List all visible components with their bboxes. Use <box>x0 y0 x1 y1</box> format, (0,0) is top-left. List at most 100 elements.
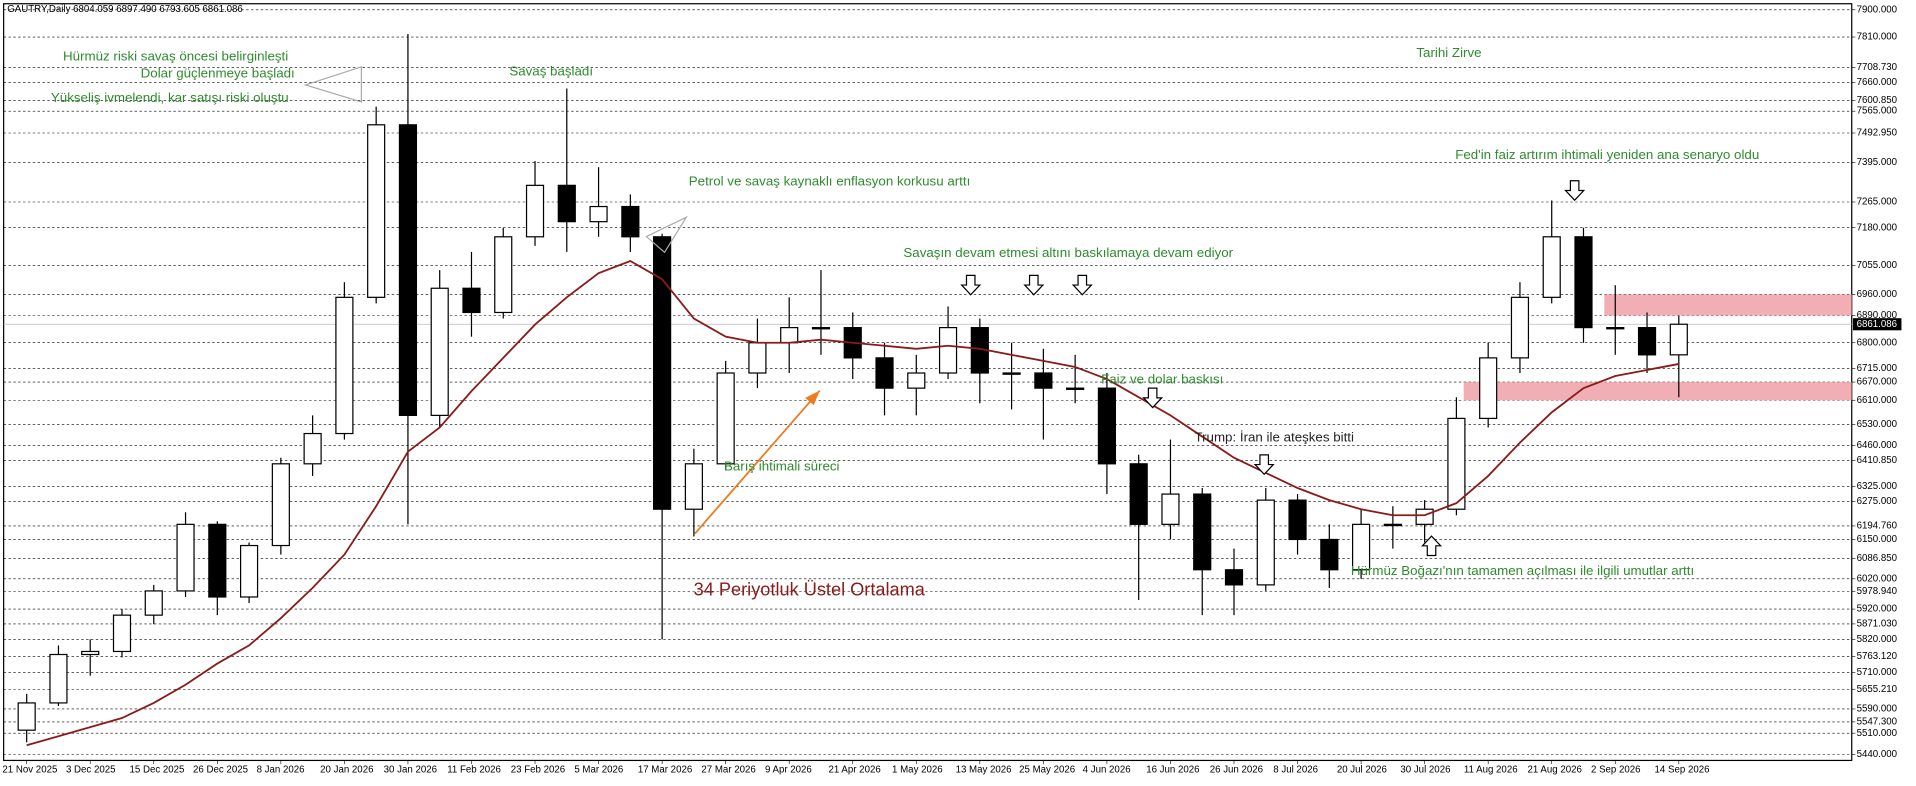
y-tick-label: 5440.000 <box>1857 749 1898 760</box>
candle-body <box>1256 499 1275 586</box>
current-price-label: 6861.086 <box>1857 319 1897 330</box>
candle-body <box>1224 569 1244 586</box>
candle-body <box>780 326 799 344</box>
y-tick-label: 6086.850 <box>1857 553 1898 564</box>
candle-body <box>1542 236 1561 298</box>
candle-body <box>938 326 958 374</box>
y-tick-label: 5920.000 <box>1857 604 1898 615</box>
candle-body <box>1288 499 1307 541</box>
candle-body <box>557 184 576 223</box>
y-tick-label: 7055.000 <box>1857 260 1898 271</box>
x-tick-label: 17 Mar 2026 <box>638 765 692 776</box>
x-tick-label: 3 Dec 2025 <box>66 765 116 776</box>
candle-body <box>716 372 735 465</box>
candle-body <box>1669 323 1688 356</box>
x-tick-label: 11 Feb 2026 <box>447 765 501 776</box>
y-tick-label: 6460.000 <box>1857 440 1898 451</box>
y-tick-label: 7265.000 <box>1857 197 1898 208</box>
down-arrow <box>960 274 982 296</box>
candle-body <box>1637 326 1657 356</box>
candle-layer <box>17 34 1688 747</box>
x-tick-label: 5 Mar 2026 <box>574 765 623 776</box>
candle-body <box>525 184 545 238</box>
candle-body <box>1002 372 1021 375</box>
y-tick-label: 6960.000 <box>1857 289 1898 300</box>
y-tick-label: 5710.000 <box>1857 667 1898 678</box>
trend-arrow <box>694 389 821 535</box>
candle-body <box>1193 493 1212 571</box>
y-tick-label: 6020.000 <box>1857 573 1898 584</box>
annotation: Fed'in faiz artırım ihtimali yeniden ana… <box>1455 147 1759 162</box>
down-arrow <box>1071 274 1093 296</box>
x-tick-label: 8 Jan 2026 <box>257 765 305 776</box>
candle-body <box>1574 236 1593 329</box>
y-tick-label: 6800.000 <box>1857 337 1898 348</box>
candle-body <box>1383 523 1402 527</box>
y-tick-label: 7660.000 <box>1857 77 1898 88</box>
annotation: Savaşın devam etmesi altını baskılamaya … <box>903 245 1233 260</box>
y-tick-label: 6325.000 <box>1857 481 1898 492</box>
y-tick-label: 7900.000 <box>1857 4 1898 15</box>
ema-line <box>26 260 1679 747</box>
y-tick-label: 6890.000 <box>1857 310 1898 321</box>
annotation: Hürmüz riski savaş öncesi belirginleşti <box>63 49 288 64</box>
candle-body <box>271 463 290 547</box>
candle-body <box>398 124 418 416</box>
y-tick-label: 6150.000 <box>1857 534 1898 545</box>
y-tick-label: 6275.000 <box>1857 496 1898 507</box>
x-tick-label: 30 Jul 2026 <box>1400 765 1450 776</box>
candle-body <box>81 650 100 656</box>
x-tick-label: 15 Dec 2025 <box>130 765 185 776</box>
ema-legend: 34 Periyotluk Üstel Ortalama <box>694 580 926 600</box>
candle-body <box>462 287 481 314</box>
y-tick-label: 5978.940 <box>1857 586 1898 597</box>
y-tick-label: 6410.850 <box>1857 455 1898 466</box>
candle-body <box>621 205 640 238</box>
x-tick-label: 26 Dec 2025 <box>193 765 248 776</box>
grid-layer <box>3 9 1852 755</box>
candle-body <box>239 544 259 598</box>
y-tick-label: 5763.120 <box>1857 651 1898 662</box>
candle-body <box>335 296 354 435</box>
y-tick-label: 5820.000 <box>1857 634 1898 645</box>
annotation: Faiz ve dolar baskısı <box>1101 371 1223 386</box>
x-tick-label: 14 Sep 2026 <box>1655 765 1710 776</box>
y-tick-label: 5510.000 <box>1857 728 1898 739</box>
candle-body <box>811 326 831 330</box>
y-tick-label: 6194.760 <box>1857 520 1898 531</box>
y-tick-label: 5547.300 <box>1857 716 1898 727</box>
x-tick-label: 30 Jan 2026 <box>384 765 437 776</box>
x-tick-label: 8 Jul 2026 <box>1273 765 1318 776</box>
candle-body <box>1479 357 1498 420</box>
candle-body <box>1034 372 1053 389</box>
candle-body <box>1161 493 1180 525</box>
x-tick-label: 11 Aug 2026 <box>1464 765 1518 776</box>
candle-body <box>17 702 36 731</box>
candle-body <box>112 614 132 653</box>
candle-body <box>303 432 322 465</box>
annotation: Yükseliş ivmelendi, kar satışı riski olu… <box>51 90 289 105</box>
candle-body <box>144 590 163 616</box>
x-tick-label: 4 Jun 2026 <box>1083 765 1131 776</box>
zone-layer <box>1463 294 1852 401</box>
candle-body <box>1606 326 1625 330</box>
candle-body <box>684 463 703 510</box>
x-tick-label: 21 Apr 2026 <box>828 765 880 776</box>
x-tick-label: 27 Mar 2026 <box>701 765 755 776</box>
candle-body <box>875 357 894 389</box>
candle-body <box>907 372 926 389</box>
annotation: Hürmüz Boğazı'nın tamamen açılması ile i… <box>1351 563 1694 578</box>
annotation: Petrol ve savaş kaynaklı enflasyon korku… <box>689 174 971 189</box>
annotation: Dolar güçlenmeye başladı <box>141 66 295 81</box>
down-arrow <box>1564 180 1586 202</box>
x-tick-label: 21 Nov 2025 <box>2 765 57 776</box>
y-tick-label: 6530.000 <box>1857 419 1898 430</box>
candle-body <box>1415 508 1434 525</box>
triangle-marker <box>645 215 688 254</box>
x-tick-label: 13 May 2026 <box>956 765 1012 776</box>
candle-body <box>208 523 227 598</box>
triangle-marker <box>303 65 362 103</box>
current-price-box <box>1852 318 1902 331</box>
x-tick-label: 16 Jun 2026 <box>1146 765 1199 776</box>
y-tick-label: 7395.000 <box>1857 157 1898 168</box>
